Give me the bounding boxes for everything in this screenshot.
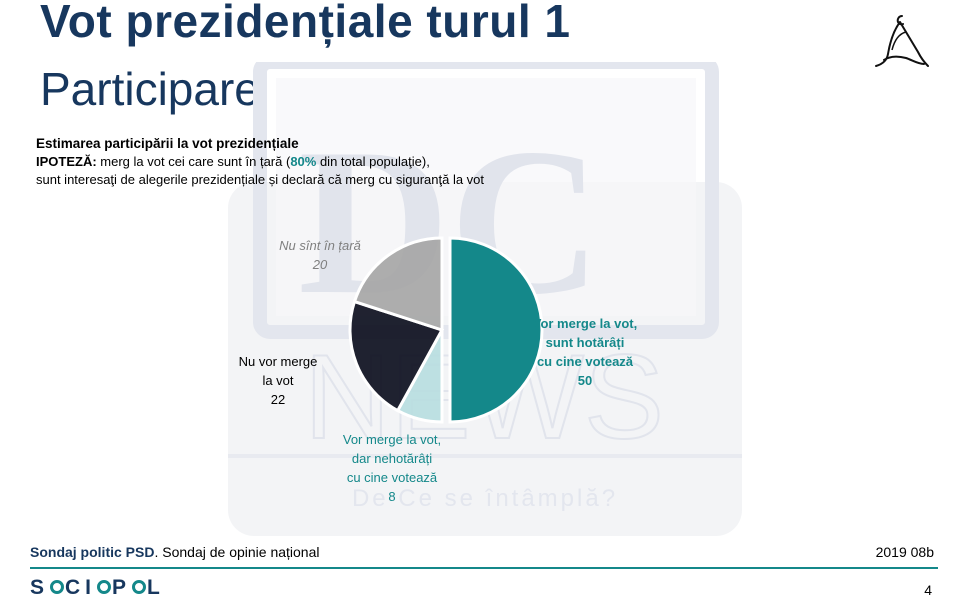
intro-line-1a: merg la vot cei care sunt în țară ( (96, 154, 291, 169)
thinker-logo-icon (875, 15, 929, 67)
hypothesis-label: IPOTEZĂ: (36, 154, 97, 169)
slice-label-line: Vor merge la vot, (533, 316, 638, 331)
slice-label: Vor merge la vot, sunt hotărâți cu cine vo… (533, 316, 638, 388)
slice-value: 50 (578, 373, 592, 388)
brand-letter: L (147, 576, 165, 599)
sociopol-logo: S CI P L (30, 576, 165, 600)
brand-letter: P (112, 576, 132, 599)
brand-o-icon (97, 580, 112, 594)
survey-name: Sondaj politic PSD (30, 544, 155, 560)
slice-label-line: la vot (262, 373, 293, 388)
survey-description: . Sondaj de opinie național (154, 544, 320, 560)
brand-o-icon (132, 580, 147, 594)
slice-value: 8 (388, 489, 395, 504)
slice-label: Nu sînt în țară 20 (279, 238, 361, 272)
footer-divider (30, 567, 938, 569)
slice-value: 20 (312, 257, 328, 272)
slice-label: Nu vor merge la vot 22 (239, 354, 318, 407)
slice-label-line: dar nehotărâți (352, 451, 432, 466)
slide-title: Vot prezidențiale turul 1 (40, 0, 571, 47)
slice-label: Vor merge la vot, dar nehotărâți cu cine v… (343, 432, 441, 504)
participation-percent: 80% (290, 154, 317, 169)
slice-label-line: sunt hotărâți (546, 335, 625, 350)
intro-heading: Estimarea participării la vot prezidenți… (36, 136, 299, 151)
slice-label-line: Nu sînt în țară (279, 238, 361, 253)
pie-slice (348, 299, 445, 413)
slice-label-line: Vor merge la vot, (343, 432, 441, 447)
slice-label-line: cu cine votează (347, 470, 438, 485)
participation-pie-chart: Vor merge la vot, sunt hotărâți cu cine vo… (239, 236, 638, 504)
slice-label-line: Nu vor merge (239, 354, 318, 369)
slice-label-line: cu cine votează (537, 354, 634, 369)
brand-o-icon (50, 580, 65, 594)
page-number: 4 (924, 582, 932, 598)
slice-value: 22 (271, 392, 285, 407)
intro-line-2: sunt interesaţi de alegerile prezidenția… (36, 172, 485, 187)
intro-line-1: IPOTEZĂ: merg la vot cei care sunt în ța… (36, 153, 484, 171)
survey-code: 2019 08b (875, 544, 934, 560)
intro-line-1b: din total populaţie), (316, 154, 430, 169)
brand-letter: CI (65, 576, 97, 599)
brand-letter: S (30, 576, 50, 599)
pie-slice (448, 236, 544, 424)
pie-slice (352, 236, 444, 333)
watermark-tagline: De Ce se întâmplă? (352, 485, 618, 512)
intro-text: Estimarea participării la vot prezidenți… (36, 135, 484, 189)
slide-subtitle: Participare (40, 63, 260, 115)
survey-caption: Sondaj politic PSD. Sondaj de opinie naț… (30, 544, 320, 560)
